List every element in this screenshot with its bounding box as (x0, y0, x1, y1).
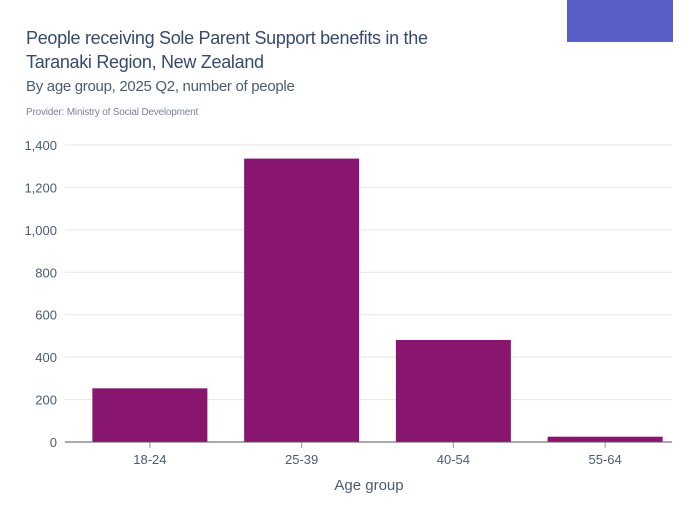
y-tick-label: 1,200 (24, 180, 57, 195)
y-tick-label: 400 (35, 350, 57, 365)
y-tick-label: 0 (50, 435, 57, 450)
y-tick-label: 1,000 (24, 223, 57, 238)
bar-55-64 (547, 436, 663, 442)
x-tick-label: 18-24 (133, 452, 166, 467)
bar-25-39 (244, 158, 360, 442)
y-tick-label: 200 (35, 393, 57, 408)
x-axis-label: Age group (334, 477, 403, 494)
provider-text: Provider: Ministry of Social Development (26, 107, 199, 118)
chart-title: People receiving Sole Parent Support ben… (26, 28, 428, 72)
x-tick-label: 40-54 (437, 452, 470, 467)
x-tick-label: 55-64 (589, 452, 622, 467)
bar-18-24 (92, 388, 208, 442)
y-tick-label: 1,400 (24, 138, 57, 153)
bar-40-54 (395, 339, 511, 442)
chart-subtitle: By age group, 2025 Q2, number of people (26, 78, 295, 95)
y-tick-label: 600 (35, 308, 57, 323)
x-tick-label: 25-39 (285, 452, 318, 467)
y-tick-label: 800 (35, 265, 57, 280)
figure-nz-logo[interactable] (567, 0, 673, 42)
